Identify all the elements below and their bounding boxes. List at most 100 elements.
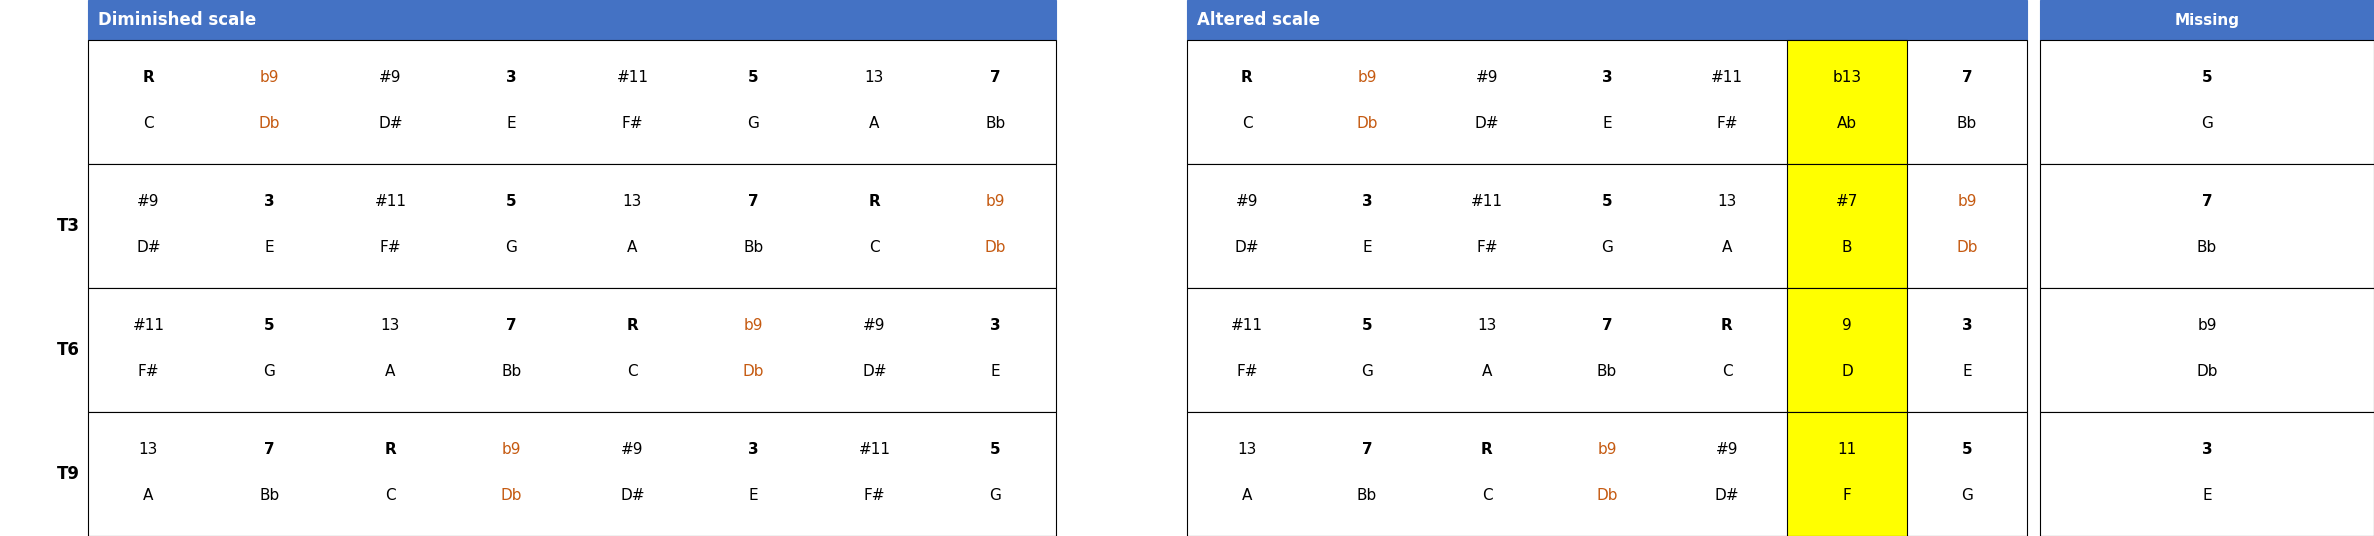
Bar: [2039, 40, 2374, 164]
Text: 3: 3: [748, 442, 760, 457]
Text: D: D: [1842, 363, 1852, 378]
Text: F#: F#: [380, 240, 401, 255]
Text: 13: 13: [380, 318, 401, 333]
Text: R: R: [1481, 442, 1493, 457]
Text: D#: D#: [862, 363, 888, 378]
Text: b9: b9: [501, 442, 522, 457]
Text: E: E: [1963, 363, 1973, 378]
Text: #9: #9: [380, 70, 401, 85]
Text: 5: 5: [264, 318, 275, 333]
Text: C: C: [627, 363, 639, 378]
Text: A: A: [1242, 488, 1251, 503]
Text: F#: F#: [1477, 240, 1498, 255]
Text: A: A: [142, 488, 154, 503]
Text: G: G: [748, 116, 760, 131]
Text: E: E: [1363, 240, 1372, 255]
Text: #11: #11: [1472, 193, 1503, 209]
Text: Db: Db: [1356, 116, 1377, 131]
Text: #9: #9: [1477, 70, 1498, 85]
Bar: [88, 0, 1056, 40]
Text: #11: #11: [859, 442, 890, 457]
Text: b9: b9: [985, 193, 1004, 209]
Text: D#: D#: [135, 240, 161, 255]
Text: C: C: [1242, 116, 1253, 131]
Text: D#: D#: [1234, 240, 1258, 255]
Text: R: R: [1721, 318, 1733, 333]
Text: Db: Db: [259, 116, 280, 131]
Text: #11: #11: [133, 318, 164, 333]
Text: D#: D#: [377, 116, 404, 131]
Text: Db: Db: [1956, 240, 1978, 255]
Text: 3: 3: [1961, 318, 1973, 333]
Bar: [1187, 412, 2027, 536]
Text: 7: 7: [2201, 193, 2213, 209]
Text: R: R: [869, 193, 881, 209]
Text: R: R: [627, 318, 639, 333]
Text: T6: T6: [57, 341, 81, 359]
Text: b9: b9: [1598, 442, 1617, 457]
Text: Bb: Bb: [743, 240, 764, 255]
Text: b9: b9: [743, 318, 764, 333]
Text: A: A: [385, 363, 396, 378]
Text: #7: #7: [1835, 193, 1859, 209]
Text: #11: #11: [1232, 318, 1263, 333]
Text: 5: 5: [748, 70, 760, 85]
Text: T3: T3: [57, 217, 81, 235]
Text: T9: T9: [57, 465, 81, 483]
Text: D#: D#: [620, 488, 646, 503]
Bar: [2039, 0, 2374, 40]
Text: 3: 3: [990, 318, 1002, 333]
Bar: [1187, 40, 2027, 164]
Text: Missing: Missing: [2175, 12, 2239, 27]
Text: A: A: [869, 116, 881, 131]
Text: G: G: [990, 488, 1002, 503]
Text: G: G: [1360, 363, 1372, 378]
Text: b9: b9: [2198, 318, 2217, 333]
Text: #9: #9: [864, 318, 886, 333]
Bar: [88, 40, 1056, 164]
Text: 13: 13: [864, 70, 883, 85]
Bar: [88, 412, 1056, 536]
Text: 3: 3: [1363, 193, 1372, 209]
Text: A: A: [627, 240, 639, 255]
Text: A: A: [1721, 240, 1733, 255]
Text: b9: b9: [1956, 193, 1978, 209]
Bar: [1788, 164, 1906, 288]
Text: E: E: [506, 116, 515, 131]
Text: E: E: [1602, 116, 1612, 131]
Text: 3: 3: [2201, 442, 2213, 457]
Text: Bb: Bb: [259, 488, 280, 503]
Bar: [1187, 288, 2027, 412]
Text: 5: 5: [506, 193, 518, 209]
Bar: [1187, 164, 2027, 288]
Text: F#: F#: [1237, 363, 1258, 378]
Text: A: A: [1481, 363, 1493, 378]
Text: 13: 13: [622, 193, 643, 209]
Text: F#: F#: [864, 488, 886, 503]
Text: #9: #9: [138, 193, 159, 209]
Text: 7: 7: [1363, 442, 1372, 457]
Text: R: R: [142, 70, 154, 85]
Text: G: G: [2201, 116, 2213, 131]
Bar: [1788, 288, 1906, 412]
Text: 5: 5: [2201, 70, 2213, 85]
Text: F#: F#: [1716, 116, 1738, 131]
Text: 3: 3: [1602, 70, 1612, 85]
Text: Db: Db: [501, 488, 522, 503]
Text: C: C: [1721, 363, 1733, 378]
Text: 5: 5: [1602, 193, 1612, 209]
Text: G: G: [506, 240, 518, 255]
Text: #9: #9: [1237, 193, 1258, 209]
Text: 9: 9: [1842, 318, 1852, 333]
Bar: [88, 288, 1056, 412]
Text: 13: 13: [1716, 193, 1738, 209]
Text: Db: Db: [2196, 363, 2217, 378]
Text: E: E: [2203, 488, 2213, 503]
Bar: [2039, 412, 2374, 536]
Text: G: G: [1961, 488, 1973, 503]
Text: 7: 7: [748, 193, 760, 209]
Text: 13: 13: [138, 442, 159, 457]
Text: #9: #9: [1716, 442, 1738, 457]
Text: 11: 11: [1837, 442, 1856, 457]
Text: Diminished scale: Diminished scale: [97, 11, 256, 29]
